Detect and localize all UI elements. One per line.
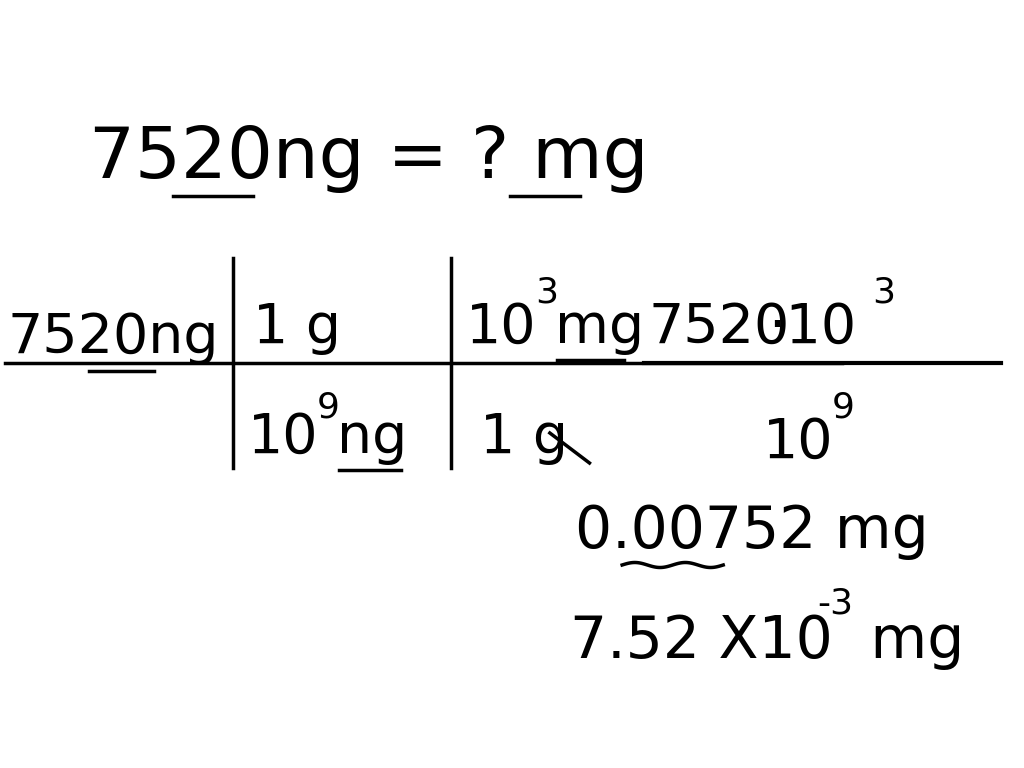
- Text: ng: ng: [337, 411, 408, 465]
- Text: 10: 10: [763, 416, 834, 470]
- Text: 0.00752 mg: 0.00752 mg: [574, 503, 928, 560]
- Text: -3: -3: [817, 586, 853, 620]
- Text: 7520: 7520: [649, 301, 791, 355]
- Text: 3: 3: [535, 276, 558, 310]
- Text: 9: 9: [317, 391, 340, 425]
- Text: 9: 9: [833, 391, 855, 425]
- Text: 10: 10: [466, 301, 537, 355]
- Text: ·10: ·10: [768, 301, 856, 355]
- Text: mg: mg: [555, 301, 644, 355]
- Text: 7.52 X10: 7.52 X10: [569, 613, 833, 670]
- Text: 7520ng: 7520ng: [8, 311, 219, 365]
- Text: 10: 10: [248, 411, 318, 465]
- Text: 1 g: 1 g: [253, 301, 341, 355]
- Text: 7520ng = ? mg: 7520ng = ? mg: [89, 124, 648, 193]
- Text: mg: mg: [852, 613, 965, 670]
- Text: 1 g: 1 g: [480, 411, 568, 465]
- Text: 3: 3: [871, 276, 895, 310]
